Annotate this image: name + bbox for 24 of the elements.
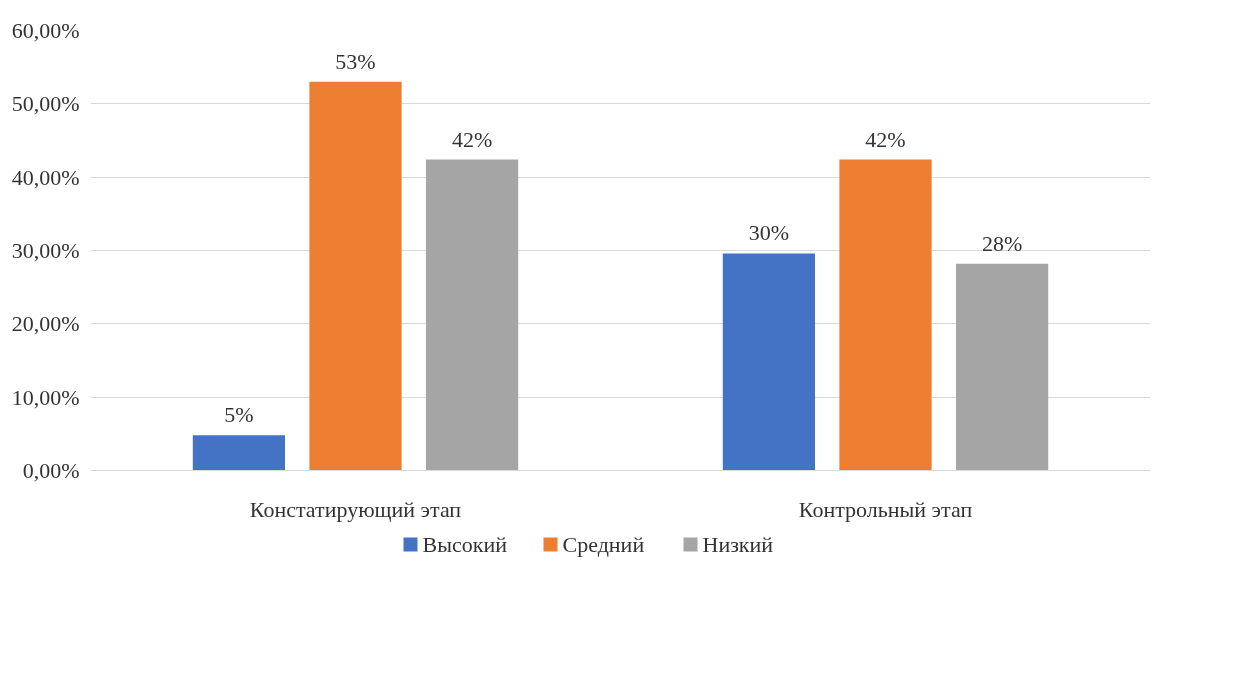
data-label: 30%	[748, 220, 790, 246]
y-tick-label: 60,00%	[11, 18, 80, 43]
bar	[192, 435, 286, 471]
data-label: 5%	[224, 402, 254, 428]
y-tick-label: 40,00%	[11, 164, 80, 190]
bar	[839, 159, 932, 471]
y-tick-label: 0,00%	[22, 458, 80, 483]
y-tick-label: 50,00%	[11, 91, 80, 117]
bar	[722, 253, 816, 471]
y-tick-label: 30,00%	[11, 238, 80, 263]
legend-label: Высокий	[422, 532, 508, 557]
x-tick-label: Констатирующий этап	[249, 496, 462, 522]
data-label: 42%	[865, 126, 906, 152]
bar	[309, 81, 402, 471]
y-tick-label: 20,00%	[11, 311, 80, 337]
data-label: 28%	[981, 230, 1023, 256]
bar	[955, 263, 1049, 471]
legend-label: Средний	[562, 532, 645, 557]
bar	[425, 159, 519, 471]
legend-label: Низкий	[702, 532, 774, 557]
y-tick-label: 10,00%	[11, 384, 80, 410]
x-tick-label: Контрольный этап	[798, 496, 973, 522]
data-label: 53%	[335, 48, 376, 74]
data-label: 42%	[451, 126, 493, 152]
